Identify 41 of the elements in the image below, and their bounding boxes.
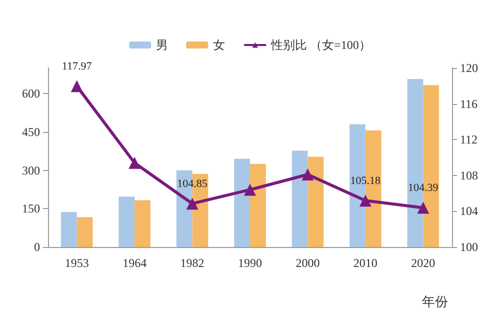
bar bbox=[292, 150, 308, 247]
y-tick-label: 600 bbox=[22, 86, 40, 101]
bar bbox=[234, 158, 250, 247]
y-tick-label: 450 bbox=[22, 124, 40, 139]
data-label: 104.39 bbox=[408, 182, 439, 194]
y2-tick-label: 112 bbox=[460, 132, 478, 147]
point bbox=[186, 198, 198, 210]
data-label: 104.85 bbox=[177, 178, 208, 190]
point bbox=[302, 168, 314, 181]
bar bbox=[118, 196, 135, 247]
x-tick-label: 2010 bbox=[353, 256, 378, 270]
y2-tick-label: 108 bbox=[460, 168, 478, 182]
bar bbox=[60, 212, 77, 247]
point bbox=[70, 80, 83, 92]
legend-label: 女 bbox=[213, 38, 226, 52]
x-tick-label: 2020 bbox=[411, 256, 436, 270]
y-tick-label: 300 bbox=[22, 163, 40, 178]
bar bbox=[308, 156, 324, 247]
x-tick-label: 2000 bbox=[296, 256, 320, 270]
y-tick-label: 150 bbox=[22, 202, 40, 216]
point bbox=[128, 156, 141, 169]
data-label: 117.97 bbox=[62, 60, 92, 73]
y2-tick-label: 104 bbox=[460, 204, 478, 218]
bar bbox=[76, 217, 93, 247]
data-label: 105.18 bbox=[350, 175, 382, 188]
y-tick-label: 0 bbox=[34, 240, 40, 254]
bar bbox=[250, 164, 266, 247]
point bbox=[244, 184, 256, 196]
legend-label: 男 bbox=[156, 38, 168, 52]
x-tick-label: 1990 bbox=[238, 256, 262, 270]
point bbox=[359, 194, 372, 207]
legend-label: 性别比 （女=100） bbox=[270, 38, 371, 52]
y2-tick-label: 116 bbox=[460, 96, 478, 111]
x-tick-label: 1964 bbox=[122, 256, 147, 270]
point bbox=[417, 202, 430, 214]
x-tick-label: 1953 bbox=[64, 256, 89, 270]
y2-tick-label: 120 bbox=[460, 61, 478, 75]
y2-tick-label: 100 bbox=[460, 240, 478, 254]
x-tick-label: 1982 bbox=[180, 256, 204, 270]
bar bbox=[134, 200, 150, 247]
x-axis-title: 年份 bbox=[422, 294, 448, 309]
